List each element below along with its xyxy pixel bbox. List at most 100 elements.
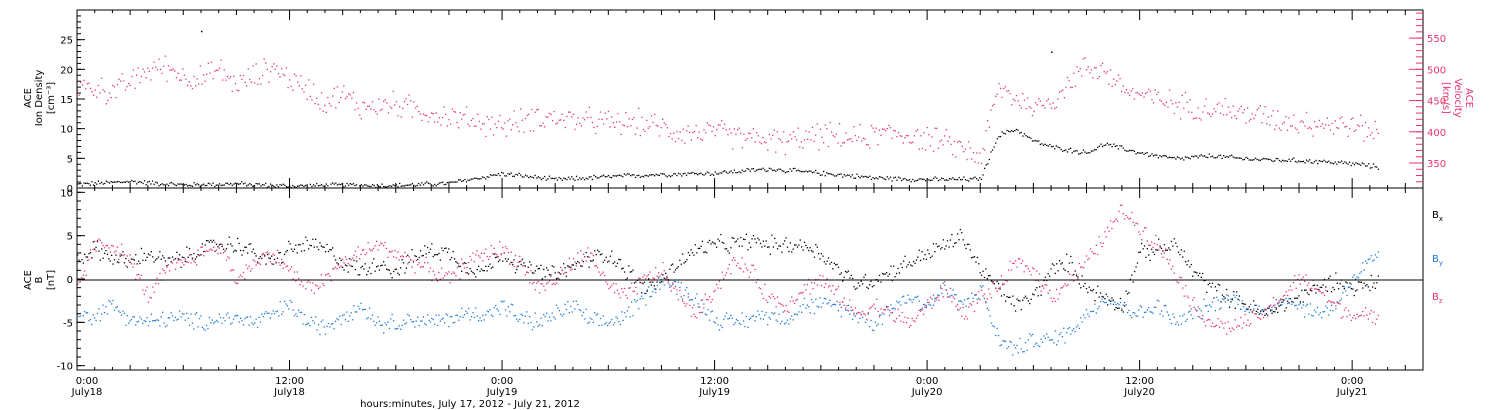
- data-point: [909, 179, 911, 181]
- data-point: [782, 243, 784, 245]
- data-point: [779, 245, 782, 247]
- data-point: [995, 95, 997, 97]
- data-point: [362, 185, 364, 187]
- data-point: [150, 251, 152, 253]
- data-point: [877, 310, 879, 313]
- data-point: [1329, 300, 1331, 303]
- data-point: [209, 72, 211, 74]
- data-point: [990, 322, 993, 324]
- data-point: [923, 178, 925, 180]
- data-point: [108, 247, 110, 249]
- data-point: [546, 283, 548, 285]
- data-point: [1000, 344, 1003, 346]
- data-point: [826, 303, 828, 305]
- data-point: [914, 296, 916, 298]
- data-point: [143, 320, 145, 322]
- data-point: [775, 319, 777, 321]
- data-point: [245, 246, 247, 248]
- data-point: [1004, 133, 1006, 135]
- data-point: [196, 312, 198, 314]
- data-point: [748, 168, 750, 170]
- data-point: [338, 101, 340, 104]
- data-point: [785, 237, 787, 239]
- data-point: [922, 313, 925, 315]
- data-point: [230, 243, 232, 245]
- data-point: [925, 180, 927, 182]
- data-point: [1022, 260, 1024, 262]
- data-point: [96, 183, 98, 185]
- data-point: [859, 317, 861, 319]
- data-point: [1114, 84, 1116, 86]
- data-point: [669, 268, 671, 270]
- data-point: [703, 129, 705, 131]
- data-point: [1085, 288, 1088, 290]
- data-point: [795, 313, 797, 315]
- data-point: [1205, 156, 1207, 158]
- data-point: [94, 248, 96, 250]
- data-point: [838, 173, 841, 175]
- data-point: [680, 282, 682, 284]
- data-point: [545, 179, 547, 181]
- data-point: [704, 251, 706, 253]
- data-point: [629, 287, 631, 289]
- data-point: [700, 138, 702, 140]
- data-point: [636, 174, 638, 177]
- data-point: [534, 312, 536, 314]
- data-point: [1349, 286, 1351, 288]
- data-point: [536, 177, 538, 179]
- data-point: [81, 84, 84, 86]
- data-point: [598, 251, 600, 253]
- data-point: [1305, 274, 1307, 276]
- data-point: [285, 186, 288, 188]
- data-point: [1315, 159, 1317, 162]
- data-point: [424, 262, 426, 264]
- data-point: [94, 182, 96, 184]
- data-point: [667, 282, 670, 284]
- data-point: [1098, 145, 1100, 147]
- data-point: [1011, 104, 1013, 106]
- data-point: [971, 178, 973, 180]
- data-point: [583, 179, 586, 181]
- data-point: [830, 173, 833, 175]
- data-point: [655, 267, 657, 269]
- data-point: [1189, 158, 1191, 160]
- data-point: [440, 182, 442, 184]
- data-point: [598, 271, 600, 273]
- data-point: [1197, 315, 1199, 318]
- data-point: [124, 181, 127, 183]
- data-point: [898, 315, 901, 317]
- data-point: [883, 178, 885, 180]
- data-point: [202, 74, 205, 76]
- data-point: [328, 103, 331, 105]
- data-point: [767, 246, 769, 248]
- data-point: [1118, 304, 1120, 306]
- data-point: [953, 178, 955, 180]
- data-point: [218, 313, 220, 315]
- data-point: [1108, 299, 1110, 302]
- data-point: [353, 259, 355, 262]
- data-point: [131, 75, 133, 78]
- data-point: [1280, 129, 1282, 131]
- data-point: [104, 90, 106, 93]
- data-point: [653, 288, 655, 290]
- data-point: [767, 301, 769, 303]
- data-point: [565, 275, 568, 277]
- data-point: [217, 184, 219, 186]
- data-point: [395, 328, 398, 330]
- data-point: [601, 253, 603, 255]
- data-point: [1223, 155, 1225, 157]
- data-point: [950, 143, 952, 146]
- data-point: [115, 96, 117, 99]
- data-point: [1146, 91, 1148, 94]
- data-point: [1329, 275, 1331, 277]
- data-point: [469, 125, 471, 127]
- data-point: [1103, 144, 1105, 147]
- data-point: [89, 249, 92, 251]
- data-point: [201, 326, 203, 328]
- data-point: [964, 179, 967, 181]
- data-point: [1228, 306, 1231, 308]
- data-point: [1037, 344, 1039, 347]
- data-point: [1003, 283, 1005, 285]
- data-point: [414, 326, 416, 328]
- data-point: [1377, 275, 1379, 277]
